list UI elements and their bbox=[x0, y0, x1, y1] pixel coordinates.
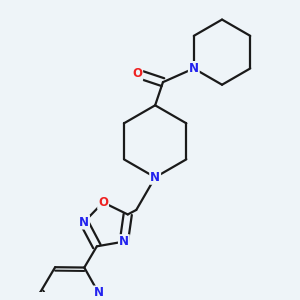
Text: N: N bbox=[94, 286, 103, 299]
Text: N: N bbox=[79, 216, 89, 229]
Text: O: O bbox=[98, 196, 108, 209]
Text: N: N bbox=[189, 62, 199, 75]
Text: O: O bbox=[132, 67, 142, 80]
Text: N: N bbox=[150, 171, 160, 184]
Text: N: N bbox=[119, 235, 129, 248]
